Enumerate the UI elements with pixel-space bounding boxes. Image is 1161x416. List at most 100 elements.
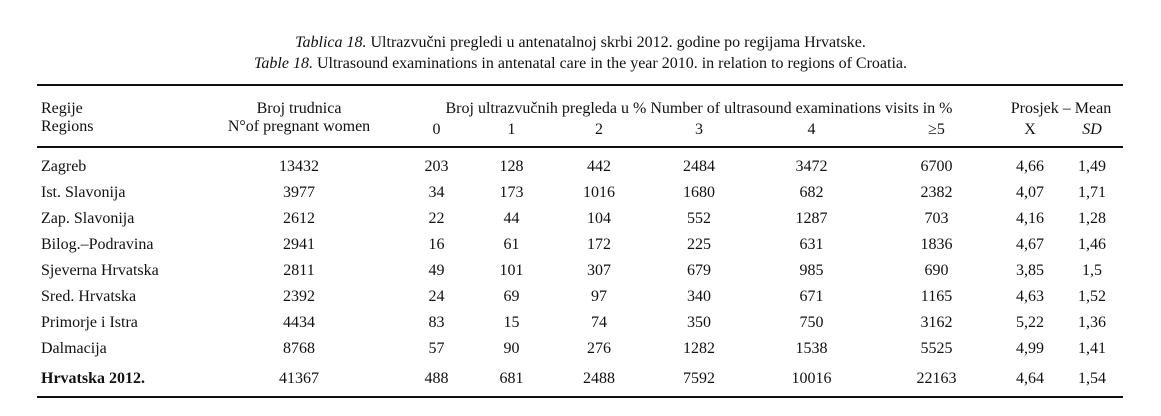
visits-cell: 1016: [583, 184, 615, 201]
visits-cell: 3472: [795, 158, 828, 175]
table-row: Zagreb 13432 203 128 442 2484 3472 6700 4,66 1,49: [37, 154, 1123, 180]
mean-x-cell: 4,66: [1016, 158, 1044, 175]
visits-cell: 442: [587, 158, 611, 175]
pregnant-cell: 3977: [283, 184, 315, 201]
visits-cell: 2484: [683, 158, 715, 175]
visits-cell: 703: [924, 210, 949, 227]
visits-cell: 671: [799, 288, 824, 305]
visits-cell: 350: [687, 314, 711, 331]
header-pregnant-hr: Broj trudnica: [256, 100, 342, 117]
mean-x-cell: 4,16: [1016, 210, 1044, 227]
region-cell: Zap. Slavonija: [41, 210, 135, 227]
visits-cell: 3162: [920, 314, 953, 331]
mean-sd-cell: 1,41: [1078, 340, 1106, 357]
region-cell: Zagreb: [41, 158, 87, 175]
visits-cell: 679: [687, 262, 711, 279]
visits-cell: 57: [428, 340, 445, 357]
region-cell: Hrvatska 2012.: [41, 370, 145, 387]
spacer-row: [37, 147, 1123, 154]
region-cell: Sjeverna Hrvatska: [41, 262, 159, 279]
region-cell: Ist. Slavonija: [41, 184, 126, 201]
mean-x-cell: 3,85: [1016, 262, 1044, 279]
visits-cell: 49: [428, 262, 445, 279]
header-sd: SD: [1082, 121, 1102, 138]
visits-cell: 22: [428, 210, 445, 227]
visits-cell: 6700: [920, 158, 953, 175]
visits-cell: 7592: [683, 370, 715, 387]
visits-cell: 225: [687, 236, 711, 253]
visits-cell: 101: [499, 262, 524, 279]
visits-cell: 1165: [920, 288, 953, 305]
header-x: X: [1024, 121, 1036, 138]
table-row: Zap. Slavonija 2612 22 44 104 552 1287 703 4,16 1…: [37, 206, 1123, 232]
visits-cell: 5525: [920, 340, 953, 357]
pregnant-cell: 4434: [283, 314, 315, 331]
header-visit-col: 3: [695, 121, 703, 138]
visits-cell: 340: [687, 288, 711, 305]
visits-cell: 34: [428, 184, 445, 201]
visits-cell: 2382: [920, 184, 953, 201]
mean-sd-cell: 1,71: [1078, 184, 1106, 201]
caption-croatian: Tablica 18. Ultrazvučni pregledi u anten…: [0, 33, 1161, 53]
visits-cell: 488: [424, 370, 449, 387]
pregnant-cell: 2612: [283, 210, 315, 227]
caption-croatian-text: Ultrazvučni pregledi u antenatalnoj skrb…: [366, 34, 866, 51]
table-row: Bilog.–Podravina 2941 16 61 172 225 631 1836 4,6…: [37, 232, 1123, 258]
header-row-1: Regije Broj trudnica Broj ultrazvučnih p…: [37, 85, 1123, 118]
visits-cell: 16: [428, 236, 445, 253]
visits-cell: 97: [591, 288, 607, 305]
caption-english-text: Ultrasound examinations in antenatal car…: [312, 55, 908, 72]
pregnant-cell: 13432: [279, 158, 319, 175]
visits-cell: 681: [499, 370, 524, 387]
ultrasound-table: Regije Broj trudnica Broj ultrazvučnih p…: [37, 84, 1123, 398]
mean-x-cell: 5,22: [1016, 314, 1044, 331]
visits-cell: 552: [687, 210, 711, 227]
header-visit-col: 0: [432, 121, 441, 138]
pregnant-cell: 41367: [279, 370, 319, 387]
mean-sd-cell: 1,46: [1078, 236, 1106, 253]
pregnant-cell: 2811: [283, 262, 315, 279]
visits-cell: 22163: [916, 370, 957, 387]
table-row: Primorje i Istra 4434 83 15 74 350 750 3162 5,22…: [37, 310, 1123, 336]
region-cell: Dalmacija: [41, 340, 107, 357]
visits-cell: 682: [799, 184, 824, 201]
visits-cell: 44: [503, 210, 520, 227]
visits-cell: 1282: [683, 340, 715, 357]
visits-cell: 61: [503, 236, 520, 253]
header-mean: Prosjek – Mean: [1010, 100, 1112, 117]
caption-english: Table 18. Ultrasound examinations in ant…: [0, 54, 1161, 74]
table-row: Sred. Hrvatska 2392 24 69 97 340 671 1165 4,63 1,…: [37, 284, 1123, 310]
visits-cell: 203: [424, 158, 449, 175]
visits-cell: 690: [924, 262, 949, 279]
visits-cell: 985: [799, 262, 824, 279]
mean-sd-cell: 1,36: [1078, 314, 1106, 331]
mean-x-cell: 4,67: [1016, 236, 1044, 253]
visits-cell: 1287: [795, 210, 828, 227]
table-row: Dalmacija 8768 57 90 276 1282 1538 5525 4,99 1,41: [37, 336, 1123, 362]
header-visit-col: 2: [595, 121, 603, 138]
visits-cell: 750: [799, 314, 824, 331]
visits-cell: 10016: [791, 370, 832, 387]
visits-cell: 24: [428, 288, 445, 305]
header-region-en: Regions: [41, 118, 94, 135]
visits-cell: 15: [503, 314, 520, 331]
visits-cell: 74: [591, 314, 607, 331]
visits-cell: 1836: [920, 236, 953, 253]
header-pregnant-en: N°of pregnant women: [227, 118, 371, 135]
table-row: Ist. Slavonija 3977 34 173 1016 1680 682 2382 4,…: [37, 180, 1123, 206]
pregnant-cell: 8768: [283, 340, 315, 357]
visits-cell: 90: [503, 340, 520, 357]
visits-cell: 1680: [683, 184, 715, 201]
header-region-hr: Regije: [41, 100, 83, 117]
visits-cell: 276: [587, 340, 611, 357]
mean-sd-cell: 1,49: [1078, 158, 1106, 175]
mean-sd-cell: 1,54: [1078, 370, 1106, 387]
mean-sd-cell: 1,52: [1078, 288, 1106, 305]
region-cell: Primorje i Istra: [41, 314, 138, 331]
visits-cell: 69: [503, 288, 520, 305]
total-row: Hrvatska 2012. 41367 488 681 2488 7592 10016 22…: [37, 362, 1123, 397]
region-cell: Bilog.–Podravina: [41, 236, 154, 253]
mean-x-cell: 4,63: [1016, 288, 1044, 305]
header-visits: Broj ultrazvučnih pregleda u % Number of…: [445, 100, 953, 117]
